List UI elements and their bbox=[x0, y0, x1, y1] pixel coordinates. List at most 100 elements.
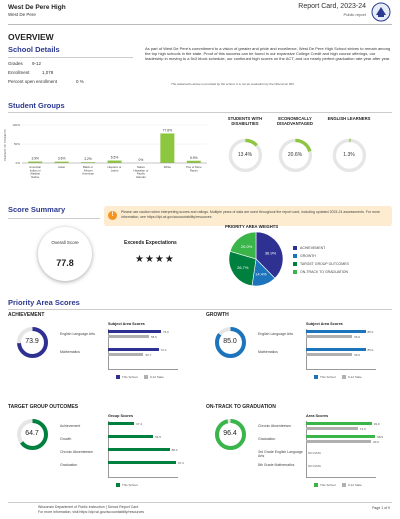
group-donut bbox=[228, 138, 262, 172]
area-title: ON-TRACK TO GRADUATION bbox=[206, 404, 276, 410]
legend-label: TARGET GROUP OUTCOMES bbox=[300, 261, 349, 266]
y-tick-label: 100% bbox=[12, 123, 20, 127]
pie-slice bbox=[255, 231, 284, 279]
area-title: GROWTH bbox=[206, 312, 229, 318]
row-label: Mathematics bbox=[258, 350, 278, 354]
legend-swatch bbox=[293, 254, 297, 258]
rating-text: Exceeds Expectations bbox=[124, 240, 177, 246]
group-bar bbox=[160, 133, 175, 163]
school-statement: As part of West De Pere's commitment to … bbox=[145, 46, 391, 62]
legend-state-label: 9-12 State bbox=[150, 375, 164, 379]
legend-swatch bbox=[293, 270, 297, 274]
student-groups-divider bbox=[8, 112, 392, 113]
legend-school-label: This School bbox=[122, 375, 138, 379]
district-name: West De Pere bbox=[8, 12, 36, 17]
school-bar-label: 88.0 bbox=[171, 447, 178, 452]
overall-score-label: Overall Score bbox=[51, 240, 79, 245]
legend-state-label: 9-12 State bbox=[348, 483, 362, 487]
area-donut bbox=[214, 418, 246, 450]
legend-label: ACHIEVEMENT bbox=[300, 245, 326, 250]
priority-areas-divider bbox=[8, 309, 392, 310]
row-label: Growth bbox=[60, 437, 72, 441]
school-bar-label: 85.0 bbox=[367, 329, 374, 334]
state-bar-label: 93.0 bbox=[373, 439, 379, 444]
group-donut bbox=[332, 138, 366, 172]
details-divider bbox=[8, 57, 133, 58]
state-bar bbox=[306, 427, 358, 430]
pie-slice-label: 36.9% bbox=[265, 251, 277, 256]
chart-axis bbox=[306, 421, 307, 477]
open-enrollment-value: 0 % bbox=[76, 79, 84, 84]
state-bar bbox=[108, 335, 149, 338]
legend-state-label: 9-12 State bbox=[348, 375, 362, 379]
pie-slice-label: 20.0% bbox=[241, 244, 253, 249]
page-number: Page 1 of 9 bbox=[372, 506, 390, 510]
school-bar bbox=[108, 422, 135, 425]
school-bar bbox=[108, 330, 161, 333]
y-tick-label: 50% bbox=[14, 142, 20, 146]
row-label: English Language Arts bbox=[60, 332, 96, 336]
grades-label: Grades bbox=[8, 61, 23, 66]
weights-title: PRIORITY AREA WEIGHTS bbox=[225, 224, 279, 229]
open-enrollment-label: Percent open enrollment bbox=[8, 79, 58, 84]
state-bar bbox=[306, 353, 353, 356]
legend-school-swatch bbox=[314, 375, 318, 379]
pie-slice-label: 26.7% bbox=[237, 265, 249, 270]
group-bar bbox=[107, 160, 122, 163]
group-donut-track bbox=[228, 138, 262, 172]
state-bar-label: 66.0 bbox=[354, 352, 361, 357]
row-label: English Language Arts bbox=[258, 332, 294, 336]
school-bar bbox=[108, 461, 177, 464]
legend-school-label: This School bbox=[320, 483, 336, 487]
chart-x-axis bbox=[306, 369, 376, 370]
legend-label: GROWTH bbox=[300, 253, 316, 258]
category-label: Two or More Races bbox=[186, 165, 202, 172]
legend-school-swatch bbox=[116, 375, 120, 379]
no-data-label: NO DATA bbox=[308, 464, 321, 468]
school-bar bbox=[108, 435, 154, 438]
pie-slice bbox=[228, 250, 257, 287]
area-score-value: 85.0 bbox=[223, 338, 237, 345]
enrollment-label: Enrollment bbox=[8, 70, 30, 75]
donut-title: ECONOMICALLY DISADVANTAGED bbox=[277, 116, 313, 126]
dpi-logo-icon bbox=[371, 2, 391, 22]
group-donut-track bbox=[332, 138, 366, 172]
state-bar-label: 74.0 bbox=[359, 426, 366, 431]
legend-state-swatch bbox=[342, 375, 346, 379]
area-donut-arc bbox=[214, 418, 246, 450]
pie-slice-label: 14.4% bbox=[255, 271, 267, 276]
row-label: 3rd Grade English Language Arts bbox=[258, 450, 303, 459]
bar-value-label: 2.2% bbox=[84, 157, 92, 161]
bar-value-label: 5.9% bbox=[190, 156, 198, 160]
area-score-value: 96.4 bbox=[223, 430, 237, 437]
legend-state-swatch bbox=[144, 375, 148, 379]
bar-value-label: 0% bbox=[139, 158, 144, 162]
header-divider bbox=[8, 24, 392, 25]
area-donut-arc bbox=[214, 326, 246, 358]
school-bar-label: 37.4 bbox=[136, 421, 143, 426]
overall-score-circle bbox=[38, 227, 92, 281]
overview-heading: OVERVIEW bbox=[8, 32, 54, 42]
category-label: White bbox=[164, 165, 172, 169]
donut-title: STUDENTS WITH DISABILITIES bbox=[227, 116, 263, 126]
score-summary-title: Score Summary bbox=[8, 205, 66, 214]
caution-text: Please use caution when interpreting sco… bbox=[121, 210, 380, 219]
state-bar-label: 66.0 bbox=[354, 334, 361, 339]
student-groups-chart: PERCENT OF STUDENTS 100% 50% 0% 3.9% American… bbox=[3, 123, 207, 179]
legend-label: ON-TRACK TO GRADUATION bbox=[300, 269, 349, 274]
legend-swatch bbox=[293, 262, 297, 266]
priority-areas-title: Priority Area Scores bbox=[8, 298, 80, 307]
school-bar bbox=[306, 348, 366, 351]
group-bar bbox=[81, 162, 96, 163]
legend-school-swatch bbox=[116, 483, 120, 487]
row-label: Chronic Absenteeism bbox=[258, 424, 292, 428]
bar-value-label: 3.9% bbox=[31, 157, 39, 161]
state-bar-label: 58.5 bbox=[150, 334, 157, 339]
legend-school-swatch bbox=[314, 483, 318, 487]
school-name: West De Pere High bbox=[8, 4, 66, 11]
legend-state-swatch bbox=[342, 483, 346, 487]
category-label: Black or African American bbox=[82, 165, 94, 176]
school-details-title: School Details bbox=[8, 45, 60, 54]
area-donut bbox=[214, 326, 246, 358]
group-donut bbox=[278, 138, 312, 172]
